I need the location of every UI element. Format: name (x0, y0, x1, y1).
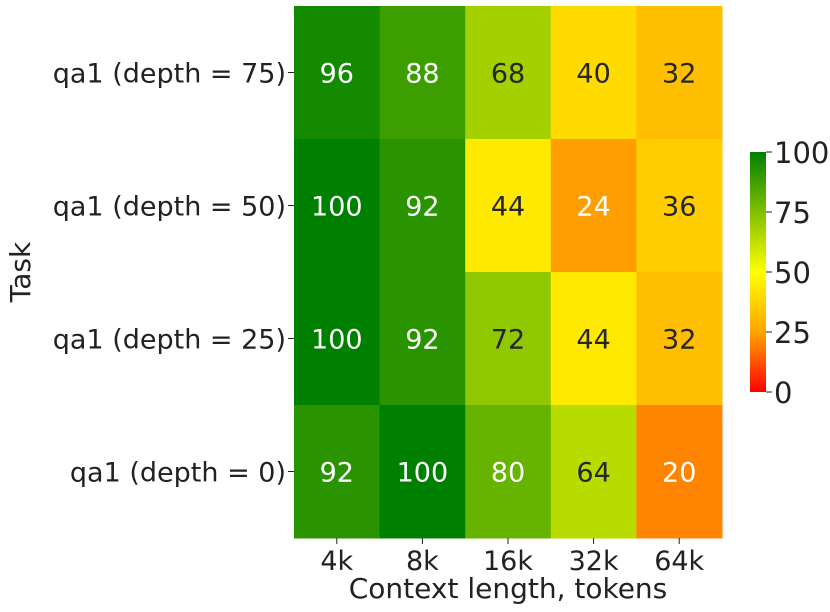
cell-value-label: 40 (576, 59, 610, 90)
heatmap-cell (294, 272, 381, 406)
cell-value-label: 20 (662, 458, 696, 489)
colorbar: 0 25 50 75 100 (750, 136, 829, 410)
cell-value-label: 92 (320, 458, 354, 489)
cell-value-label: 24 (576, 192, 610, 223)
y-tick-label: qa1 (depth = 0) (70, 458, 286, 489)
colorbar-tick-label: 0 (774, 376, 792, 410)
cell-value-label: 44 (576, 325, 610, 356)
cell-value-label: 68 (491, 59, 525, 90)
cell-value-label: 100 (311, 192, 363, 223)
heatmap-cell (379, 272, 466, 406)
y-axis-title: Task (4, 241, 37, 303)
colorbar-gradient (750, 152, 766, 392)
heatmap-cell (379, 6, 466, 140)
x-tick-label: 64k (654, 546, 704, 577)
cell-value-label: 92 (405, 325, 439, 356)
x-axis-ticks: 4k 8k 16k 32k 64k (320, 538, 705, 577)
heatmap-cell (636, 6, 723, 140)
cell-value-label: 72 (491, 325, 525, 356)
colorbar-ticks: 0 25 50 75 100 (766, 136, 829, 410)
heatmap-cell (465, 6, 552, 140)
heatmap-cell (379, 139, 466, 273)
y-tick-label: qa1 (depth = 50) (53, 192, 286, 223)
cell-value-label: 44 (491, 192, 525, 223)
x-tick-label: 16k (483, 546, 533, 577)
colorbar-tick-label: 100 (774, 136, 829, 170)
heatmap-cell (636, 405, 723, 539)
colorbar-tick-label: 25 (774, 316, 811, 350)
heatmap-cell (465, 272, 552, 406)
heatmap-cell (294, 405, 381, 539)
cell-value-label: 92 (405, 192, 439, 223)
heatmap-cell (379, 405, 466, 539)
x-tick-label: 32k (569, 546, 619, 577)
x-tick-label: 4k (320, 546, 353, 577)
cell-value-label: 32 (662, 325, 696, 356)
x-axis-title: Context length, tokens (349, 572, 668, 605)
heatmap-cell (636, 272, 723, 406)
colorbar-tick-label: 50 (774, 256, 811, 290)
heatmap-cell (636, 139, 723, 273)
heatmap-cell-labels: 96 88 68 40 32 100 92 44 24 36 100 92 72 44 32 92 100 80 6… (311, 59, 696, 489)
heatmap-cell (550, 272, 637, 406)
cell-value-label: 64 (576, 458, 610, 489)
colorbar-tick-label: 75 (774, 196, 811, 230)
cell-value-label: 32 (662, 59, 696, 90)
heatmap-cell (465, 139, 552, 273)
heatmap-cell (294, 139, 381, 273)
heatmap-cells (294, 6, 723, 539)
heatmap-cell (550, 405, 637, 539)
cell-value-label: 88 (405, 59, 439, 90)
cell-value-label: 100 (397, 458, 449, 489)
cell-value-label: 96 (320, 59, 354, 90)
cell-value-label: 100 (311, 325, 363, 356)
y-tick-label: qa1 (depth = 25) (53, 325, 286, 356)
heatmap-cell (465, 405, 552, 539)
cell-value-label: 36 (662, 192, 696, 223)
y-axis-ticks: qa1 (depth = 75) qa1 (depth = 50) qa1 (dep… (53, 59, 294, 489)
heatmap-cell (550, 6, 637, 140)
heatmap-cell (550, 139, 637, 273)
y-tick-label: qa1 (depth = 75) (53, 59, 286, 90)
cell-value-label: 80 (491, 458, 525, 489)
x-tick-label: 8k (406, 546, 439, 577)
heatmap-cell (294, 6, 381, 140)
